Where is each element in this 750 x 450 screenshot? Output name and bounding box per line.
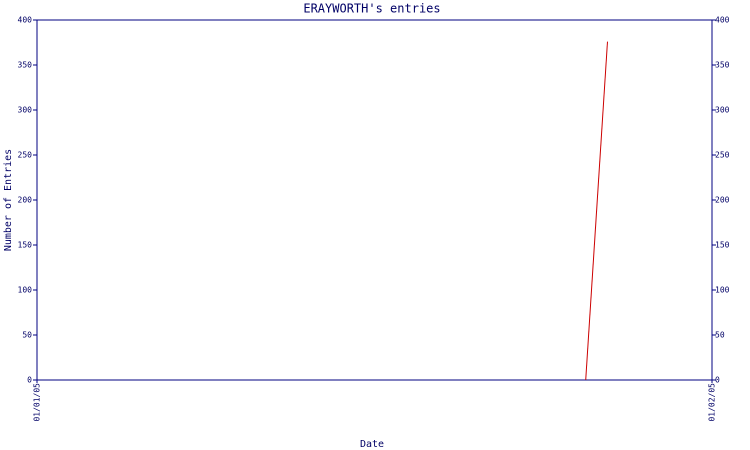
y-tick-label: 300 [18, 106, 33, 115]
y2-tick-label: 400 [715, 16, 730, 25]
y2-tick-label: 50 [715, 331, 725, 340]
x-tick-label: 01/02/05 [708, 383, 717, 422]
y2-tick-label: 350 [715, 61, 730, 70]
y2-tick-label: 0 [715, 376, 720, 385]
y2-tick-label: 100 [715, 286, 730, 295]
y-tick-label: 0 [27, 376, 32, 385]
y2-tick-label: 150 [715, 241, 730, 250]
y2-tick-label: 300 [715, 106, 730, 115]
y-tick-label: 400 [18, 16, 33, 25]
plot-frame [36, 19, 713, 381]
y2-tick-label: 200 [715, 196, 730, 205]
y-tick-label: 50 [22, 331, 32, 340]
y-tick-label: 150 [18, 241, 33, 250]
chart-title: ERAYWORTH's entries [303, 2, 440, 16]
y-tick-label: 250 [18, 151, 33, 160]
data-line [585, 41, 608, 381]
y2-tick-label: 250 [715, 151, 730, 160]
y-tick-label: 350 [18, 61, 33, 70]
x-axis-label: Date [360, 439, 384, 450]
y-tick-label: 100 [18, 286, 33, 295]
y-axis-label: Number of Entries [3, 149, 14, 251]
y-tick-label: 200 [18, 196, 33, 205]
x-tick-label: 01/01/05 [33, 383, 42, 422]
